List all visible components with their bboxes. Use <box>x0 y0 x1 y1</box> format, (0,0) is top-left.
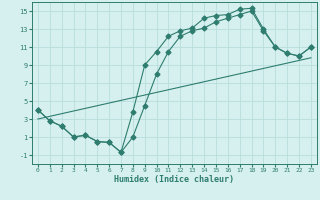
X-axis label: Humidex (Indice chaleur): Humidex (Indice chaleur) <box>115 175 234 184</box>
